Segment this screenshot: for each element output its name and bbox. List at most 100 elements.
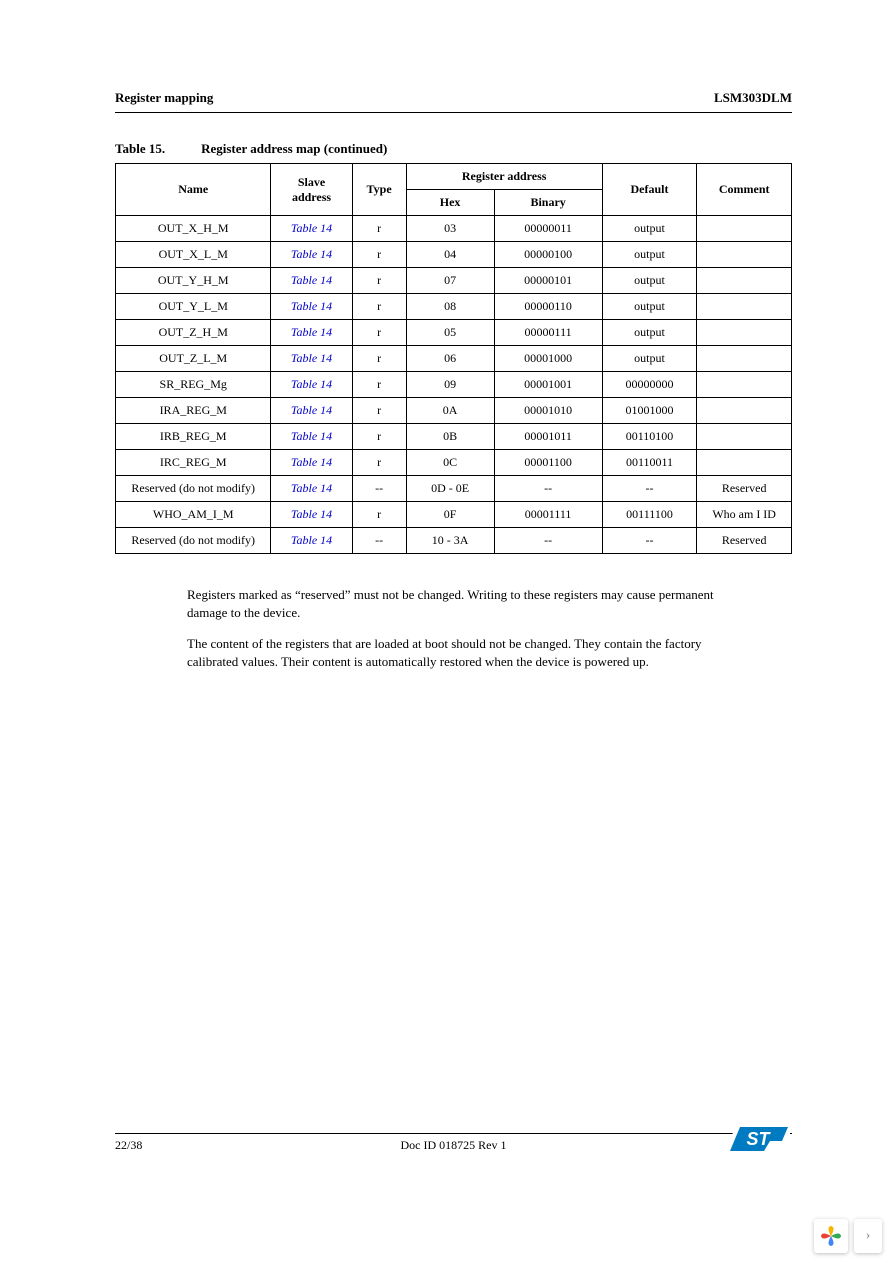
cell-binary: 00000111 — [494, 320, 602, 346]
table-row: IRA_REG_MTable 14r0A0000101001001000 — [116, 398, 792, 424]
cell-comment: Reserved — [697, 476, 792, 502]
page-footer: 22/38 Doc ID 018725 Rev 1 — [115, 1133, 792, 1153]
cell-default: output — [602, 294, 697, 320]
cell-type: r — [352, 242, 406, 268]
cell-binary: 00000011 — [494, 216, 602, 242]
table-title: Register address map (continued) — [201, 141, 387, 156]
table-row: OUT_Y_L_MTable 14r0800000110output — [116, 294, 792, 320]
cell-name: OUT_X_L_M — [116, 242, 271, 268]
cell-comment: Reserved — [697, 528, 792, 554]
cell-binary: 00000101 — [494, 268, 602, 294]
cell-name: SR_REG_Mg — [116, 372, 271, 398]
cell-comment: Who am I ID — [697, 502, 792, 528]
cell-slave[interactable]: Table 14 — [271, 320, 352, 346]
col-type: Type — [352, 164, 406, 216]
cell-hex: 10 - 3A — [406, 528, 494, 554]
cell-binary: 00001001 — [494, 372, 602, 398]
cell-hex: 09 — [406, 372, 494, 398]
cell-type: r — [352, 294, 406, 320]
cell-slave[interactable]: Table 14 — [271, 294, 352, 320]
cell-binary: 00001000 — [494, 346, 602, 372]
device-name: LSM303DLM — [714, 90, 792, 106]
cell-default: 00110011 — [602, 450, 697, 476]
cell-binary: 00001100 — [494, 450, 602, 476]
body-text: Registers marked as “reserved” must not … — [187, 586, 747, 670]
table-row: IRC_REG_MTable 14r0C0000110000110011 — [116, 450, 792, 476]
cell-hex: 0B — [406, 424, 494, 450]
cell-slave[interactable]: Table 14 — [271, 268, 352, 294]
cell-slave[interactable]: Table 14 — [271, 502, 352, 528]
col-hex: Hex — [406, 190, 494, 216]
cell-default: output — [602, 268, 697, 294]
cell-slave[interactable]: Table 14 — [271, 476, 352, 502]
cell-type: r — [352, 372, 406, 398]
cell-comment — [697, 424, 792, 450]
cell-slave[interactable]: Table 14 — [271, 528, 352, 554]
cell-slave[interactable]: Table 14 — [271, 424, 352, 450]
svg-text:ST: ST — [746, 1129, 771, 1149]
cell-default: 00110100 — [602, 424, 697, 450]
cell-name: IRB_REG_M — [116, 424, 271, 450]
cell-default: output — [602, 346, 697, 372]
table-row: Reserved (do not modify)Table 14--0D - 0… — [116, 476, 792, 502]
cell-name: Reserved (do not modify) — [116, 528, 271, 554]
cell-default: -- — [602, 476, 697, 502]
cell-binary: 00001111 — [494, 502, 602, 528]
corner-logo[interactable] — [814, 1219, 848, 1253]
cell-binary: -- — [494, 476, 602, 502]
table-row: OUT_Z_L_MTable 14r0600001000output — [116, 346, 792, 372]
cell-binary: 00001011 — [494, 424, 602, 450]
cell-default: 00000000 — [602, 372, 697, 398]
table-row: OUT_X_L_MTable 14r0400000100output — [116, 242, 792, 268]
cell-hex: 08 — [406, 294, 494, 320]
cell-type: r — [352, 424, 406, 450]
cell-hex: 0F — [406, 502, 494, 528]
col-default: Default — [602, 164, 697, 216]
cell-type: r — [352, 398, 406, 424]
cell-slave[interactable]: Table 14 — [271, 242, 352, 268]
cell-slave[interactable]: Table 14 — [271, 398, 352, 424]
cell-type: r — [352, 502, 406, 528]
cell-default: output — [602, 216, 697, 242]
cell-type: -- — [352, 528, 406, 554]
page-header: Register mapping LSM303DLM — [115, 90, 792, 113]
cell-slave[interactable]: Table 14 — [271, 346, 352, 372]
cell-hex: 03 — [406, 216, 494, 242]
cell-default: output — [602, 320, 697, 346]
cell-type: r — [352, 320, 406, 346]
chevron-right-icon: › — [866, 1228, 871, 1244]
corner-widget: › — [814, 1219, 882, 1253]
cell-hex: 0C — [406, 450, 494, 476]
cell-binary: 00000100 — [494, 242, 602, 268]
cell-name: IRC_REG_M — [116, 450, 271, 476]
cell-type: r — [352, 450, 406, 476]
cell-binary: -- — [494, 528, 602, 554]
cell-slave[interactable]: Table 14 — [271, 450, 352, 476]
table-row: SR_REG_MgTable 14r090000100100000000 — [116, 372, 792, 398]
cell-slave[interactable]: Table 14 — [271, 216, 352, 242]
table-row: IRB_REG_MTable 14r0B0000101100110100 — [116, 424, 792, 450]
cell-type: r — [352, 268, 406, 294]
cell-name: OUT_Z_L_M — [116, 346, 271, 372]
st-logo: ST — [722, 1121, 792, 1163]
cell-hex: 0D - 0E — [406, 476, 494, 502]
doc-id: Doc ID 018725 Rev 1 — [115, 1138, 792, 1153]
table-caption: Table 15.Register address map (continued… — [115, 141, 792, 157]
cell-name: OUT_Z_H_M — [116, 320, 271, 346]
cell-type: r — [352, 216, 406, 242]
cell-default: 01001000 — [602, 398, 697, 424]
cell-hex: 0A — [406, 398, 494, 424]
cell-comment — [697, 346, 792, 372]
next-page-button[interactable]: › — [854, 1219, 882, 1253]
table-row: OUT_Z_H_MTable 14r0500000111output — [116, 320, 792, 346]
cell-type: -- — [352, 476, 406, 502]
cell-binary: 00001010 — [494, 398, 602, 424]
cell-comment — [697, 294, 792, 320]
table-row: OUT_X_H_MTable 14r0300000011output — [116, 216, 792, 242]
col-comment: Comment — [697, 164, 792, 216]
cell-name: IRA_REG_M — [116, 398, 271, 424]
table-row: WHO_AM_I_MTable 14r0F0000111100111100Who… — [116, 502, 792, 528]
cell-hex: 05 — [406, 320, 494, 346]
cell-name: OUT_Y_L_M — [116, 294, 271, 320]
cell-slave[interactable]: Table 14 — [271, 372, 352, 398]
